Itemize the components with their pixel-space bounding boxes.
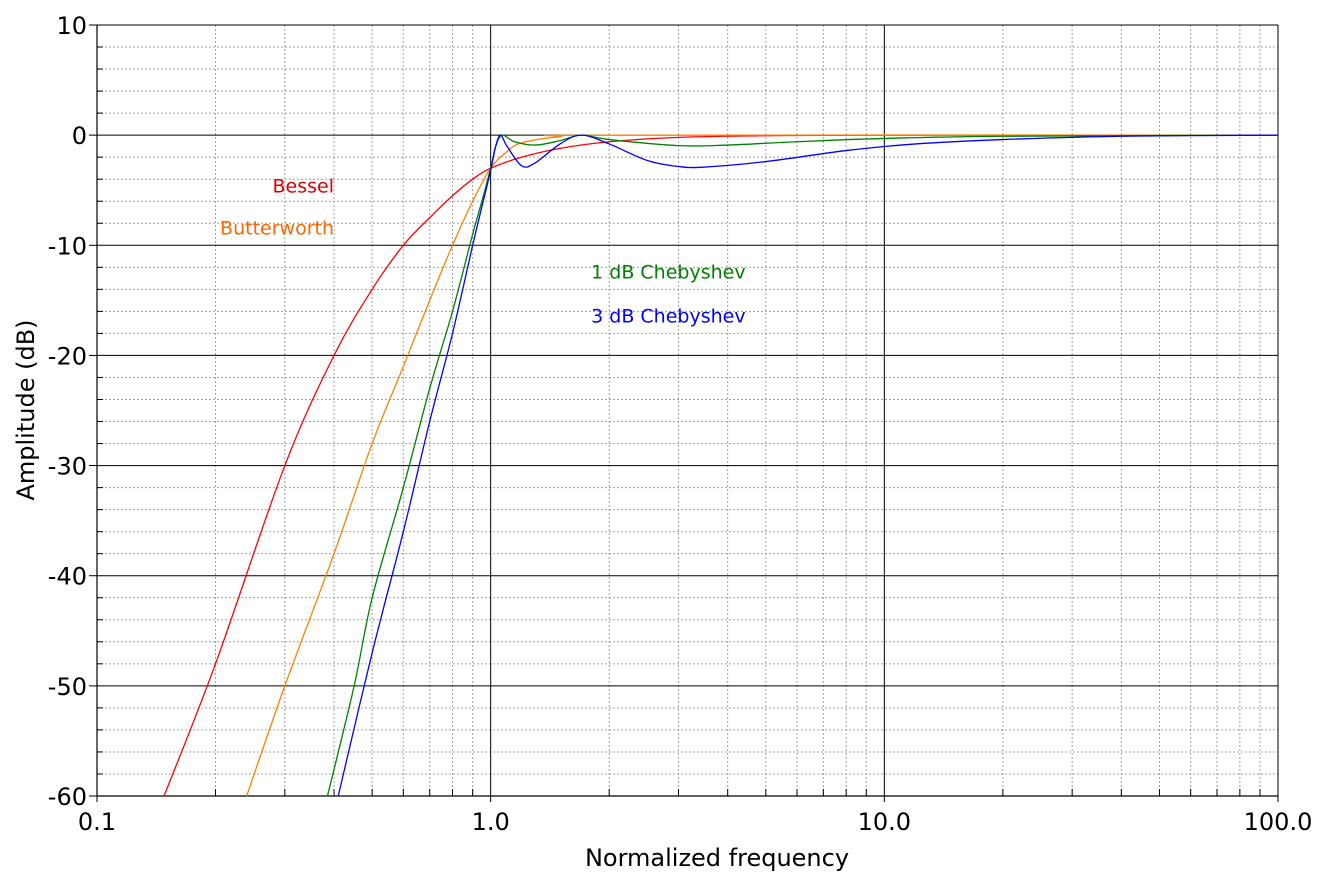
tick-labels: 0.1 1.0 10.0 100.0 10 0 -10 -20 -30 -40 -50 -60	[48, 12, 1313, 836]
x-axis-title: Normalized frequency	[585, 844, 849, 872]
series-line-1-db-chebyshev	[326, 134, 1279, 797]
minor-grid	[97, 25, 1278, 796]
annotation-bessel: Bessel	[273, 175, 335, 197]
y-tick-label: 0	[72, 122, 87, 150]
y-tick-label: 10	[56, 12, 87, 40]
y-tick-label: -10	[48, 232, 87, 260]
series-line-3-db-chebyshev	[337, 134, 1279, 797]
annotation-butterworth: Butterworth	[220, 217, 334, 239]
y-tick-label: -60	[48, 783, 87, 811]
x-tick-label: 10.0	[858, 808, 911, 836]
series-annotations: Bessel Butterworth 1 dB Chebyshev 3 dB Cheb…	[220, 175, 746, 327]
annotation-3-db-chebyshev: 3 dB Chebyshev	[591, 305, 745, 327]
x-tick-label: 0.1	[78, 808, 116, 836]
annotation-1-db-chebyshev: 1 dB Chebyshev	[591, 261, 745, 283]
x-tick-label: 100.0	[1244, 808, 1313, 836]
y-tick-label: -20	[48, 342, 87, 370]
plot-background	[97, 25, 1278, 796]
series-line-butterworth	[246, 134, 1279, 797]
y-tick-label: -30	[48, 453, 87, 481]
series-lines	[163, 134, 1279, 797]
x-tick-label: 1.0	[472, 808, 510, 836]
y-axis-title: Amplitude (dB)	[12, 319, 40, 500]
axes	[89, 24, 1279, 802]
y-tick-label: -40	[48, 563, 87, 591]
y-tick-label: -50	[48, 673, 87, 701]
